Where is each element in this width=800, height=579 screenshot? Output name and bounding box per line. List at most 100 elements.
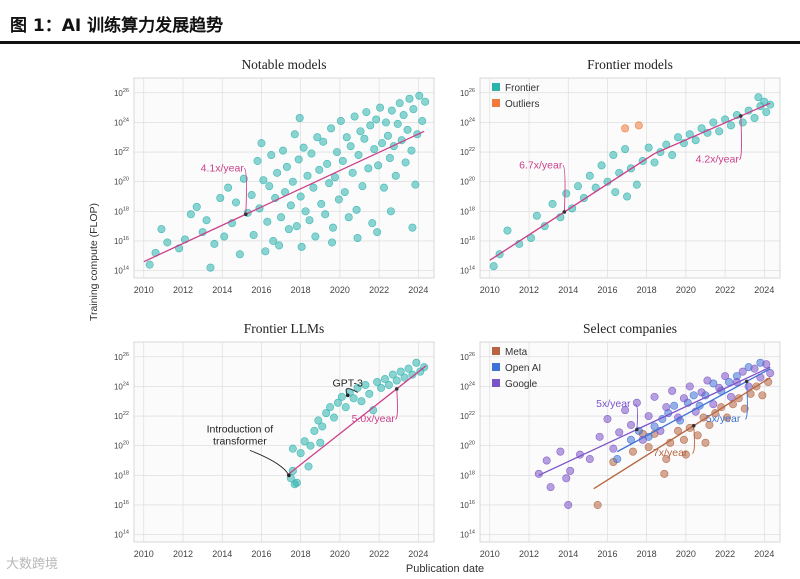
data-point [301,207,310,216]
y-tick-label: 1022 [114,147,129,157]
data-point [595,432,604,441]
data-point [644,412,653,421]
data-point [662,455,671,464]
data-point [585,455,594,464]
y-tick-label: 1014 [460,266,475,276]
data-point [288,177,297,186]
data-point [269,236,278,245]
x-tick-label: 2010 [480,285,500,295]
data-point [330,173,339,182]
data-point [503,226,512,235]
data-point [674,426,683,435]
data-point [562,474,571,483]
data-point [349,394,358,403]
y-tick-label: 1020 [460,177,475,187]
data-point [235,250,244,259]
data-point [709,400,718,409]
data-point [284,225,293,234]
data-point [263,217,272,226]
x-tick-label: 2016 [597,549,617,559]
trend-anchor-dot [744,379,749,384]
x-tick-label: 2016 [251,549,271,559]
data-point [762,360,771,369]
chart-title: Frontier LLMs [244,321,325,336]
data-point [703,376,712,385]
data-point [660,469,669,478]
data-point [634,121,643,130]
data-point [186,210,195,219]
y-tick-label: 1024 [460,117,475,127]
chart-grid: Training compute (FLOP) Publication date… [88,57,781,575]
data-point [377,383,386,392]
x-tick-label: 2014 [212,285,232,295]
trend-anchor-dot [738,114,743,118]
data-point [407,146,416,155]
legend-swatch [492,347,500,355]
y-tick-label: 1024 [114,381,129,391]
data-point [391,171,400,180]
x-tick-label: 2012 [173,549,193,559]
x-tick-label: 2020 [676,285,696,295]
y-tick-label: 1014 [114,266,129,276]
x-axis-label: Publication date [406,563,484,575]
data-point [395,99,404,108]
data-point [411,180,420,189]
data-point [327,124,336,133]
data-point [568,204,577,213]
trend-label-connector [738,115,742,160]
data-point [418,116,427,125]
data-point [750,114,759,123]
legend-label: Outliers [505,99,539,110]
x-tick-label: 2024 [408,285,428,295]
legend-label: Google [505,379,538,390]
data-point [267,151,276,160]
data-point [548,199,557,208]
data-point [766,369,775,378]
data-point [357,397,366,406]
data-point [231,198,240,207]
trend-label-connector [692,425,695,454]
data-point [353,234,362,243]
data-point [348,168,357,177]
trend-label-connector [243,167,247,215]
data-point [286,201,295,210]
data-point [373,377,382,386]
data-point [333,398,342,407]
x-tick-label: 2014 [212,549,232,559]
data-point [381,118,390,127]
data-point [310,426,319,435]
data-point [693,431,702,440]
annotation-arrow [249,449,290,476]
data-point [311,232,320,241]
trend-label-connector [635,403,639,430]
data-point [352,205,361,214]
x-tick-label: 2020 [330,549,350,559]
x-tick-label: 2014 [558,285,578,295]
trend-line [538,366,771,476]
x-tick-label: 2020 [330,285,350,295]
data-point [697,124,706,133]
annotation-dot [287,473,291,478]
data-point [408,223,417,232]
data-point [574,182,583,191]
data-point [585,171,594,180]
data-point [346,142,355,151]
data-point [386,207,395,216]
x-tick-label: 2012 [519,549,539,559]
data-point [650,158,659,167]
data-point [615,428,624,437]
legend-swatch [492,363,500,371]
figure-title: 图 1：AI 训练算力发展趋势 [10,16,224,36]
series-outliers [621,121,643,133]
data-point [353,383,362,392]
x-tick-label: 2010 [134,549,154,559]
trend-label: 6.7x/year [519,159,563,171]
x-tick-label: 2022 [369,549,389,559]
data-point [318,422,327,431]
trend-label: 5x/year [596,398,631,410]
data-point [404,364,413,373]
data-point [662,403,671,412]
data-point [611,188,620,197]
data-point [546,483,555,492]
data-point [380,375,389,384]
